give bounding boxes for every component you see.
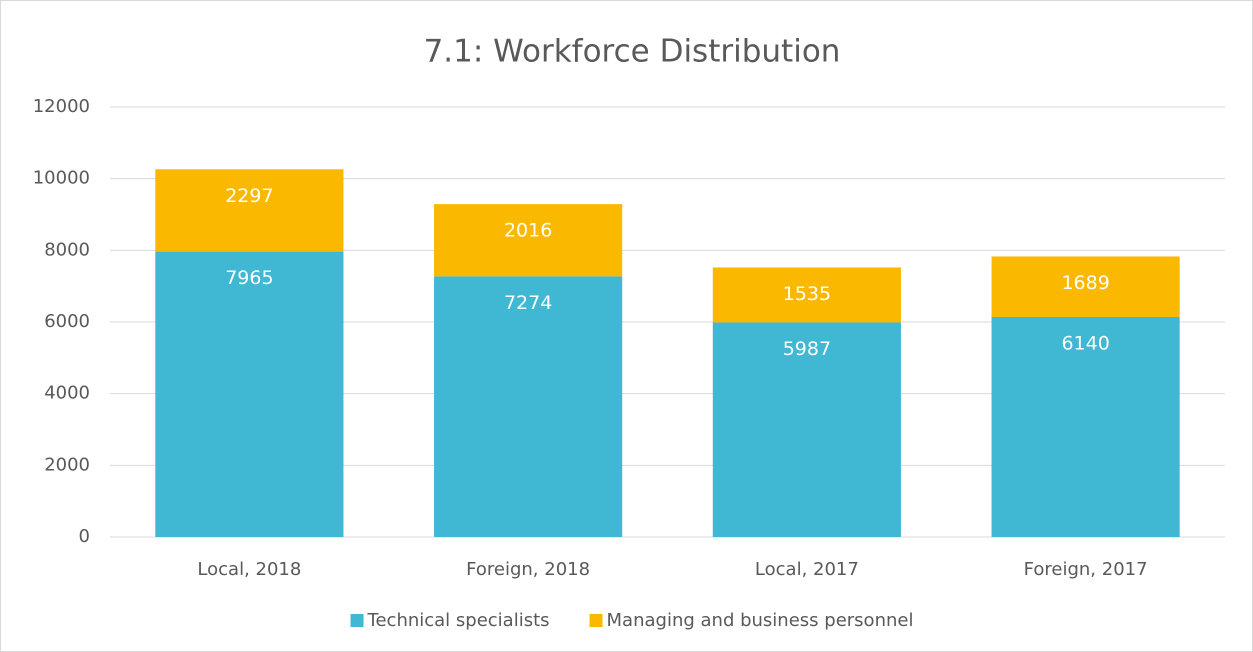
legend-label: Managing and business personnel xyxy=(607,610,914,631)
bar xyxy=(434,276,623,537)
data-label: 1535 xyxy=(783,283,831,305)
data-label: 1689 xyxy=(1061,272,1109,294)
bar xyxy=(991,256,1180,317)
data-label: 7274 xyxy=(504,292,552,314)
x-tick-label: Foreign, 2018 xyxy=(466,559,590,580)
y-tick-label: 0 xyxy=(79,526,90,547)
chart-title: 7.1: Workforce Distribution xyxy=(424,34,841,70)
y-tick-label: 4000 xyxy=(44,383,90,404)
bar xyxy=(155,251,344,537)
data-label: 6140 xyxy=(1061,332,1109,354)
x-tick-label: Foreign, 2017 xyxy=(1024,559,1148,580)
y-tick-label: 8000 xyxy=(44,239,90,260)
data-label: 5987 xyxy=(783,338,831,360)
bar xyxy=(434,204,623,277)
data-label: 2016 xyxy=(504,220,552,242)
y-tick-label: 12000 xyxy=(33,96,90,117)
x-tick-label: Local, 2017 xyxy=(755,559,859,580)
bar xyxy=(712,267,901,323)
x-tick-label: Local, 2018 xyxy=(197,559,301,580)
bar xyxy=(991,316,1180,537)
data-label: 7965 xyxy=(225,267,273,289)
legend-label: Technical specialists xyxy=(367,610,550,631)
legend-swatch xyxy=(589,614,603,627)
y-tick-label: 6000 xyxy=(44,311,90,332)
legend-swatch xyxy=(350,614,364,627)
y-tick-label: 2000 xyxy=(44,454,90,475)
data-label: 2297 xyxy=(225,185,273,207)
bar xyxy=(712,322,901,537)
bar xyxy=(155,169,344,252)
y-tick-label: 10000 xyxy=(33,168,90,189)
